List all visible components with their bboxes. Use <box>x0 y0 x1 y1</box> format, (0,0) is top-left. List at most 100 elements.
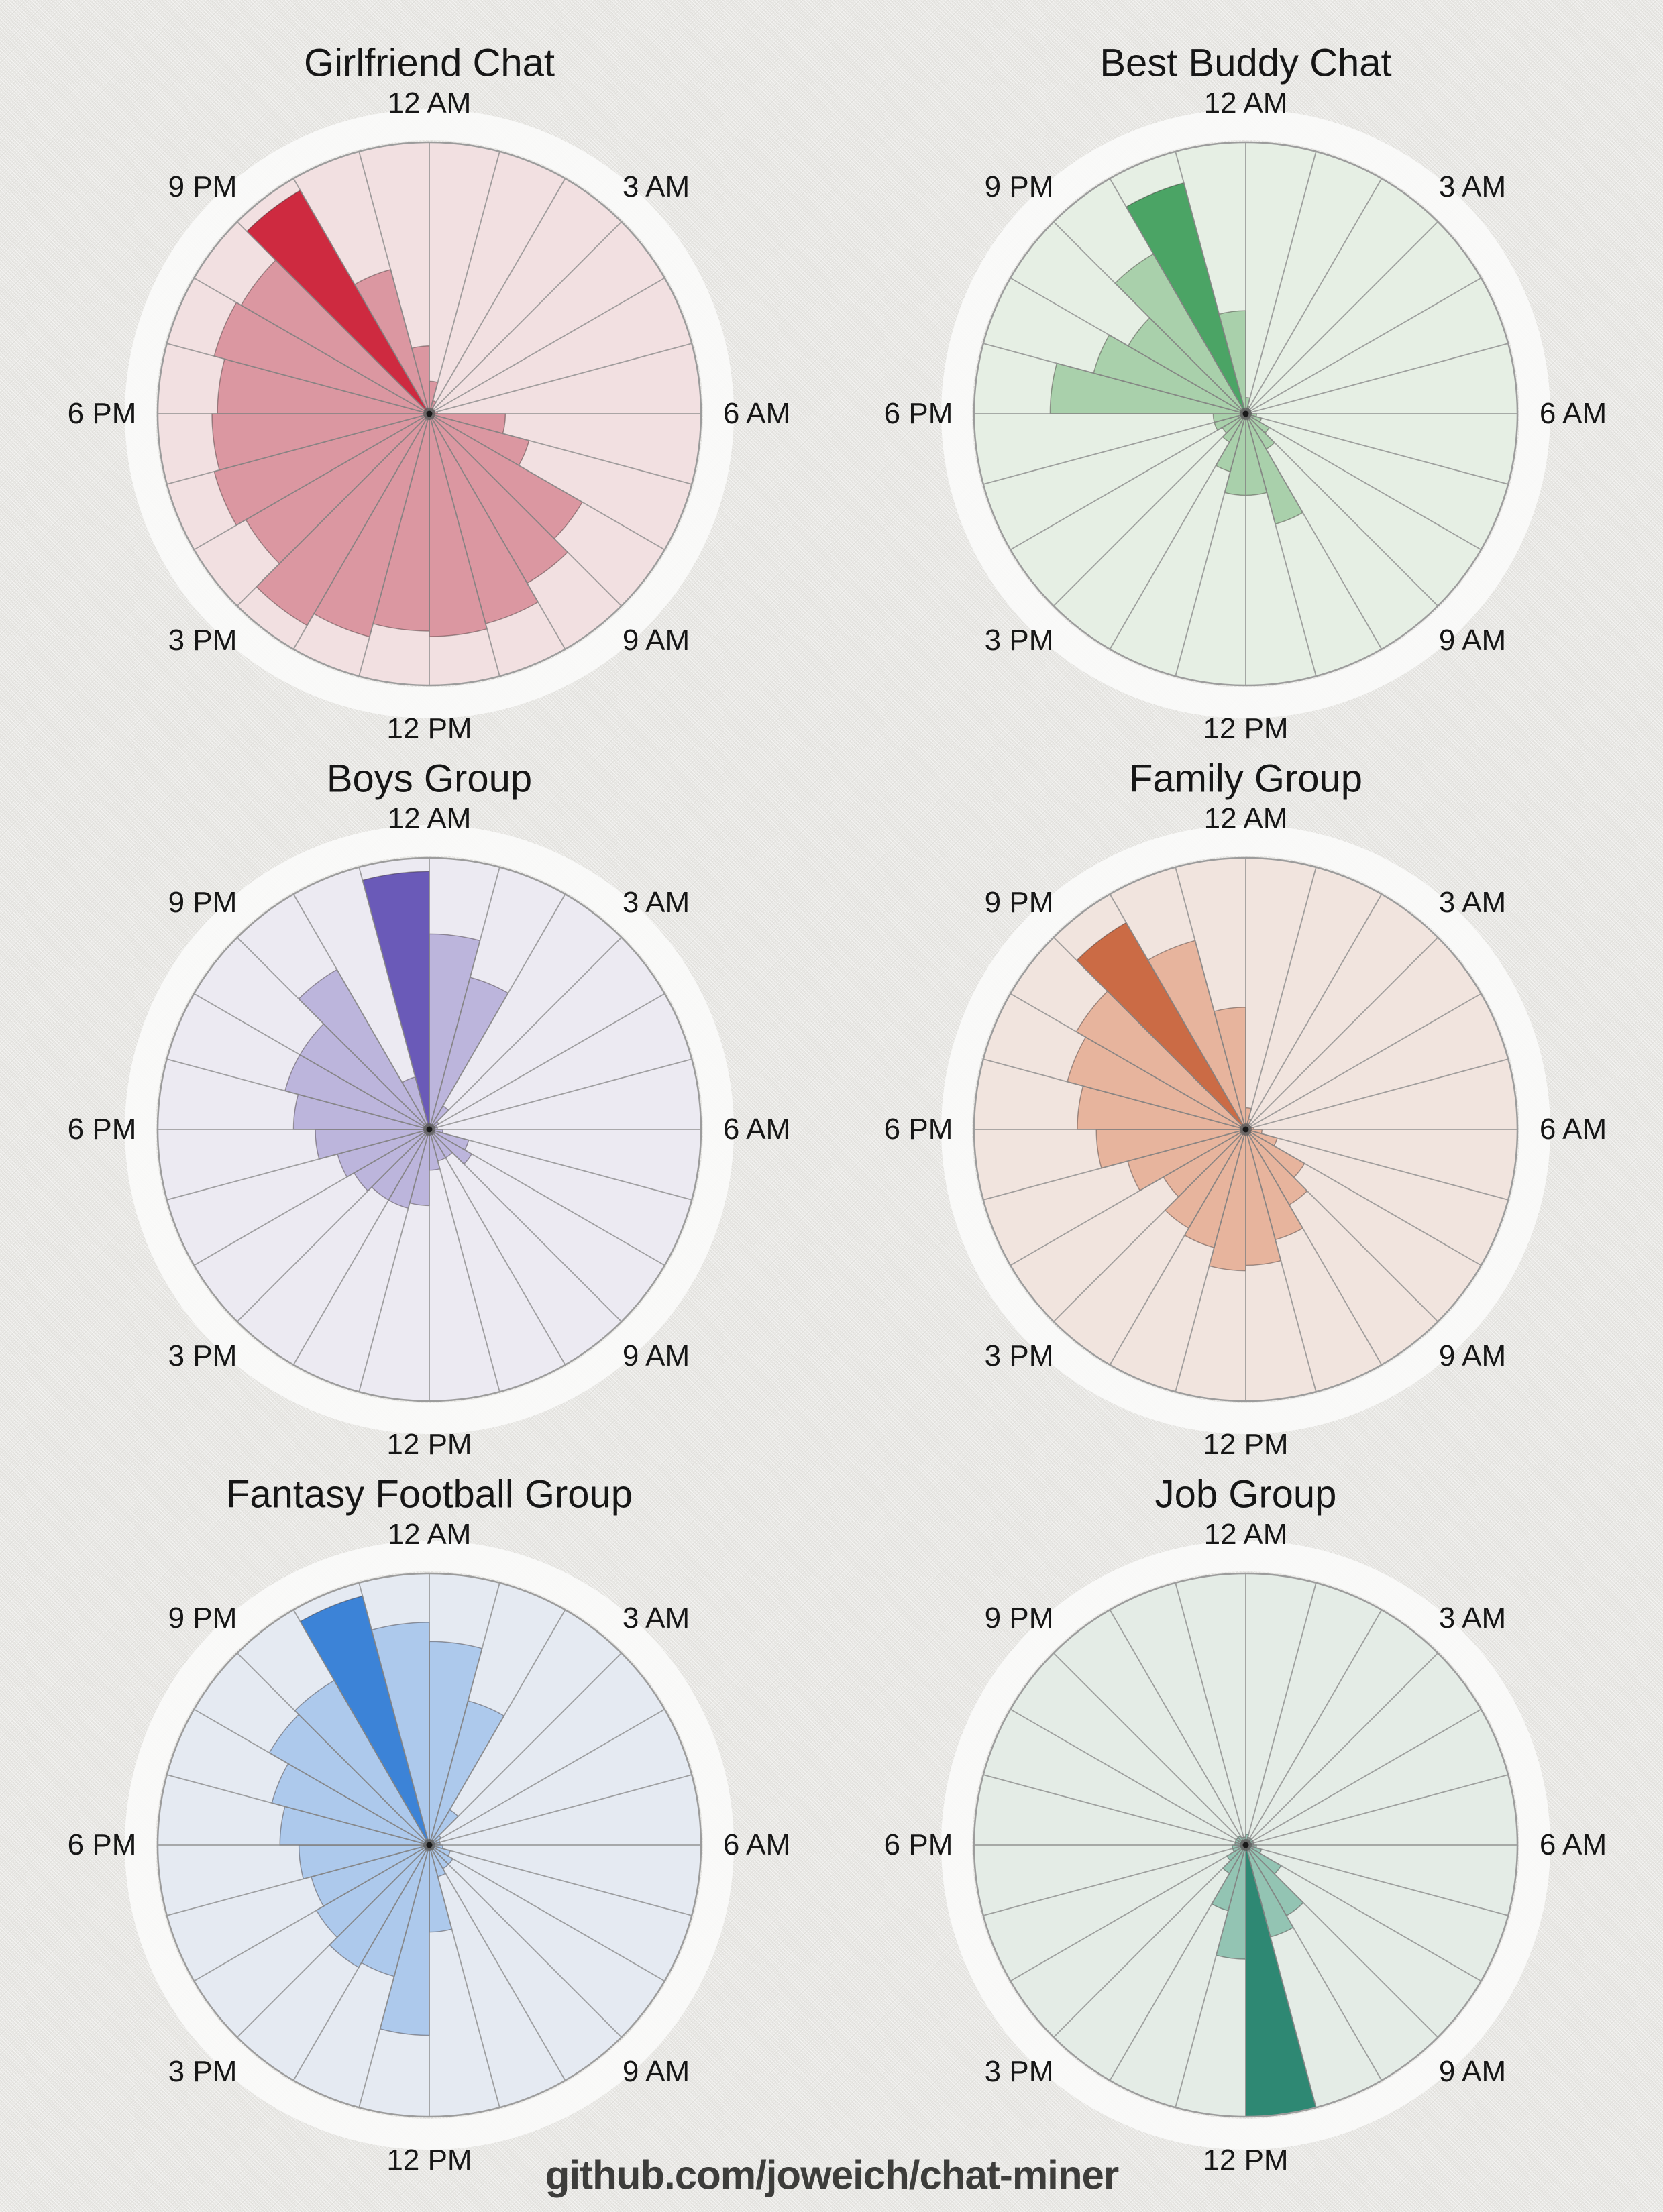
hour-sector-bg <box>1110 1582 1246 1845</box>
hour-sector-bg <box>429 937 665 1129</box>
grid-spoke <box>292 413 430 650</box>
grid-spoke <box>1109 1844 1246 2081</box>
hour-label-9-am: 9 AM <box>622 1339 690 1372</box>
hour-label-9-pm: 9 PM <box>168 1602 237 1635</box>
hour-label-12-am: 12 AM <box>1203 802 1288 835</box>
grid-spoke <box>1245 151 1317 414</box>
chart-title: Job Group <box>1155 1472 1337 1516</box>
grid-spoke <box>1245 277 1482 414</box>
hour-sector-bg <box>429 278 692 414</box>
hour-label-6-am: 6 AM <box>1539 397 1607 430</box>
hour-sector-bg <box>983 1845 1246 1981</box>
grid-spoke <box>1109 413 1246 650</box>
hour-sector-bg <box>1246 178 1438 414</box>
hour-sector-bg <box>1110 1845 1246 2108</box>
grid-spoke <box>193 1844 430 1982</box>
grid-spoke <box>166 1844 430 1916</box>
grid-spoke <box>166 1058 430 1130</box>
chart-halo <box>125 109 734 718</box>
grid-spoke <box>358 1129 430 1392</box>
hour-sector-bg <box>1246 867 1382 1129</box>
chart-outline <box>973 1572 1519 2118</box>
grid-spoke <box>236 1844 430 2038</box>
hour-sector-bg <box>1246 1845 1481 2038</box>
grid-spoke <box>429 1844 500 2108</box>
chart-title: Girlfriend Chat <box>304 41 555 85</box>
polar-chart: 12 AM 3 AM 6 AM 9 AM 12 PM 3 PM 6 PM 9 PM <box>884 75 1607 753</box>
chart-outline <box>973 141 1519 687</box>
hour-sector-bg <box>1246 151 1382 414</box>
hour-label-6-am: 6 AM <box>722 397 791 430</box>
hour-sector-bg <box>1246 993 1509 1129</box>
hour-label-6-am: 6 AM <box>1539 1113 1607 1146</box>
center-dot <box>1242 1126 1249 1133</box>
polar-chart: 12 AM 3 AM 6 AM 9 AM 12 PM 3 PM 6 PM 9 PM <box>884 791 1607 1468</box>
polar-chart: 12 AM 3 AM 6 AM 9 AM 12 PM 3 PM 6 PM 9 PM <box>68 1506 790 2184</box>
grid-spoke <box>983 413 1246 485</box>
hour-sector-bg <box>429 1129 622 1365</box>
grid-spoke <box>1109 1129 1246 1366</box>
hour-label-3-pm: 3 PM <box>168 624 237 657</box>
hour-sector-bg <box>1010 1653 1246 1845</box>
footer-repo-url: github.com/joweich/chat-miner <box>545 2152 1119 2198</box>
hour-label-9-pm: 9 PM <box>984 170 1054 203</box>
grid-spoke <box>1053 1129 1246 1323</box>
hour-label-9-pm: 9 PM <box>984 886 1054 919</box>
polar-chart-svg <box>941 109 1550 718</box>
hour-sector-bg <box>983 1709 1246 1845</box>
hour-label-9-pm: 9 PM <box>168 886 237 919</box>
grid-spoke <box>1245 1774 1509 1846</box>
hour-sector-bg <box>1110 414 1246 677</box>
grid-spoke <box>1245 413 1482 551</box>
hour-label-12-am: 12 AM <box>387 802 472 835</box>
chart-cell-boys-group: Boys Group 12 AM 3 AM 6 AM 9 AM 12 PM 3 PM 6 P… <box>68 757 790 1468</box>
chart-cell-family-group: Family Group 12 AM 3 AM 6 AM 9 AM 12 PM 3 PM 6… <box>884 757 1607 1468</box>
grid-spoke <box>983 1129 1246 1201</box>
grid-spoke <box>1245 1844 1317 2108</box>
grid-spoke <box>292 1844 430 2081</box>
hour-label-9-am: 9 AM <box>1438 1339 1507 1372</box>
hour-label-12-am: 12 AM <box>387 1518 472 1551</box>
chart-title: Boys Group <box>326 757 533 801</box>
hour-sector-bg <box>429 1845 622 2081</box>
chart-halo <box>941 825 1550 1434</box>
hour-label-9-pm: 9 PM <box>984 1602 1054 1635</box>
hour-label-3-pm: 3 PM <box>168 1339 237 1372</box>
hour-sector-bg <box>293 867 429 1129</box>
grid-spoke <box>1245 1129 1383 1366</box>
grid-spoke <box>358 1844 430 2108</box>
grid-spoke <box>1109 893 1246 1130</box>
grid-spoke <box>429 1129 623 1323</box>
grid-spoke <box>983 343 1246 414</box>
hour-sector-bg <box>1053 414 1246 649</box>
grid-spoke <box>193 277 430 414</box>
hour-sector-bg <box>429 1129 665 1322</box>
grid-spoke <box>429 1129 692 1201</box>
hour-sector-bg <box>1246 1610 1438 1845</box>
grid-spoke <box>429 1844 665 1982</box>
grid-spoke <box>1010 277 1246 414</box>
grid-spoke <box>1245 936 1439 1130</box>
grid-spoke <box>1245 1708 1482 1846</box>
chart-halo <box>125 825 734 1434</box>
chart-cell-job-group: Job Group 12 AM 3 AM 6 AM 9 AM 12 PM 3 PM 6 PM… <box>884 1473 1607 2184</box>
grid-spoke <box>429 178 566 414</box>
grid-spoke <box>1010 1708 1246 1846</box>
chart-title: Family Group <box>1128 757 1363 801</box>
hour-sector-bg <box>1246 221 1481 414</box>
grid-spoke <box>1175 413 1246 677</box>
hour-label-6-am: 6 AM <box>722 1113 791 1146</box>
hour-label-12-pm: 12 PM <box>386 712 472 745</box>
hour-sector-bg <box>1246 894 1438 1129</box>
hour-label-6-pm: 6 PM <box>883 397 953 430</box>
hour-label-3-pm: 3 PM <box>984 624 1054 657</box>
grid-spoke <box>429 1652 623 1846</box>
grid-spoke <box>1175 1844 1246 2108</box>
grid-spoke <box>429 413 623 607</box>
polar-chart: 12 AM 3 AM 6 AM 9 AM 12 PM 3 PM 6 PM 9 PM <box>68 75 790 753</box>
grid-spoke <box>166 1129 430 1201</box>
grid-spoke <box>429 413 566 650</box>
hour-label-12-pm: 12 PM <box>1203 2144 1289 2176</box>
chart-outline <box>156 1572 702 2118</box>
grid-spoke <box>193 1129 430 1266</box>
